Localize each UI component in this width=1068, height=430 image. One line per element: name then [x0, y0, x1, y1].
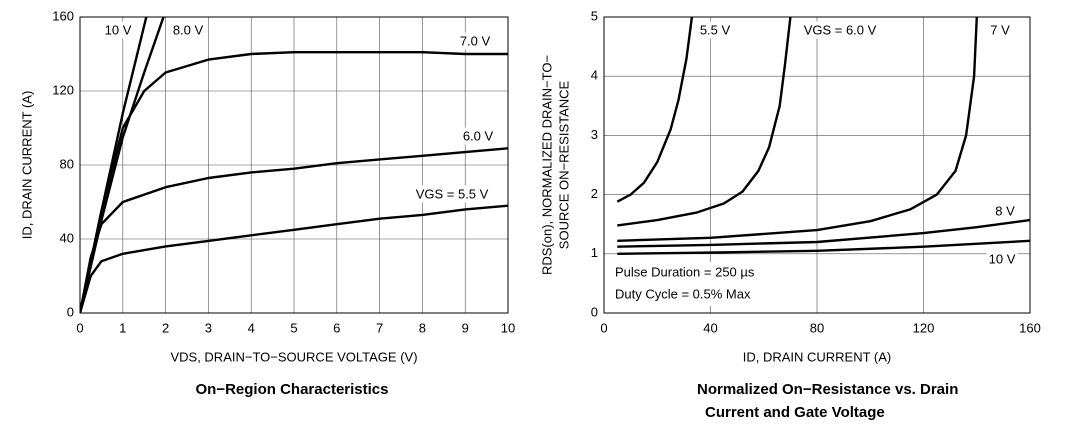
- label-bg: [102, 21, 134, 39]
- x-tick-label: 9: [462, 320, 469, 335]
- x-tick-label: 6: [333, 320, 340, 335]
- label-bg: [801, 21, 879, 39]
- x-tick-label: 120: [913, 320, 935, 335]
- chart-title: Normalized On−Resistance vs. Drain: [697, 381, 958, 398]
- curve: [80, 17, 165, 313]
- annotation-bg: [611, 262, 759, 306]
- x-tick-label: 10: [501, 320, 515, 335]
- curve-label: VGS = 6.0 V: [804, 22, 877, 37]
- label-bg: [413, 185, 491, 203]
- y-tick-label: 120: [52, 82, 74, 97]
- x-tick-label: 0: [600, 320, 607, 335]
- y-tick-label: 5: [591, 8, 598, 23]
- x-tick-label: 0: [76, 320, 83, 335]
- x-tick-label: 1: [119, 320, 126, 335]
- chart-title: Current and Gate Voltage: [705, 404, 885, 421]
- curve: [617, 17, 792, 227]
- curve-label: 8.0 V: [173, 22, 204, 37]
- curve: [616, 17, 694, 203]
- label-bg: [988, 21, 1013, 39]
- y-axis-label: ID, DRAIN CURRENT (A): [19, 91, 34, 240]
- y-tick-label: 4: [591, 68, 598, 83]
- y-axis-label: SOURCE ON−RESISTANCE: [556, 80, 571, 249]
- y-tick-label: 40: [60, 230, 74, 245]
- y-tick-label: 0: [591, 304, 598, 319]
- label-bg: [460, 127, 496, 145]
- x-tick-label: 5: [290, 320, 297, 335]
- x-tick-label: 160: [1019, 320, 1041, 335]
- label-bg: [993, 202, 1018, 220]
- x-tick-label: 2: [162, 320, 169, 335]
- y-tick-label: 1: [591, 245, 598, 260]
- plot-frame: [79, 16, 509, 314]
- x-axis-label: ID, DRAIN CURRENT (A): [743, 349, 892, 364]
- curves: [80, 17, 508, 313]
- x-tick-label: 40: [703, 320, 717, 335]
- curve: [617, 218, 1030, 248]
- curve-label: 10 V: [989, 251, 1016, 266]
- chart-title: On−Region Characteristics: [196, 381, 389, 398]
- x-tick-label: 8: [419, 320, 426, 335]
- label-bg: [170, 21, 206, 39]
- curve-label: VGS = 5.5 V: [416, 186, 489, 201]
- annotation: Duty Cycle = 0.5% Max: [615, 286, 751, 301]
- label-bg: [457, 32, 493, 50]
- y-axis-label: RDS(on), NORMALIZED DRAIN−TO−: [539, 55, 554, 275]
- y-tick-label: 2: [591, 186, 598, 201]
- curve-label: 7 V: [990, 22, 1010, 37]
- x-axis-label: VDS, DRAIN−TO−SOURCE VOLTAGE (V): [170, 349, 417, 364]
- curve-label: 5.5 V: [700, 22, 731, 37]
- annotation: Pulse Duration = 250 µs: [615, 264, 755, 279]
- x-tick-label: 4: [248, 320, 255, 335]
- y-tick-label: 80: [60, 156, 74, 171]
- y-tick-label: 160: [52, 8, 74, 23]
- curve: [80, 204, 508, 313]
- curve: [617, 17, 978, 242]
- curves: [616, 17, 1030, 255]
- curve: [80, 51, 508, 313]
- curve-label: 10 V: [105, 22, 132, 37]
- y-tick-label: 3: [591, 127, 598, 142]
- label-bg: [986, 250, 1018, 268]
- curve: [617, 239, 1030, 255]
- curve-label: 8 V: [995, 203, 1015, 218]
- curve-label: 7.0 V: [460, 33, 491, 48]
- plot-frame: [603, 16, 1031, 314]
- x-tick-label: 3: [205, 320, 212, 335]
- label-bg: [697, 21, 733, 39]
- curve: [80, 147, 508, 313]
- curve-label: 6.0 V: [463, 128, 494, 143]
- x-tick-label: 80: [810, 320, 824, 335]
- x-tick-label: 7: [376, 320, 383, 335]
- y-tick-label: 0: [67, 304, 74, 319]
